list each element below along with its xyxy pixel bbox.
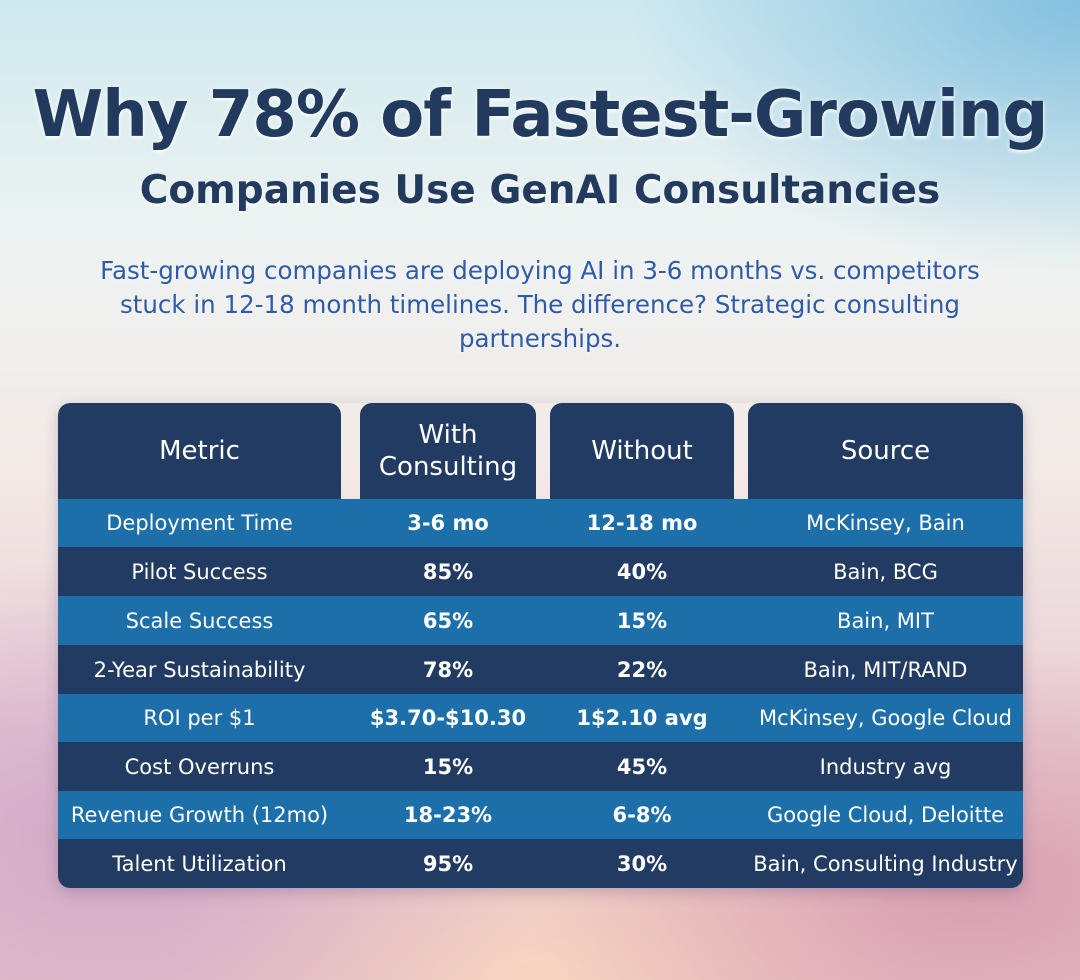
without-cell: 1$2.10 avg: [576, 706, 708, 730]
comparison-table: Metric With Consulting Without Source De…: [58, 403, 1023, 888]
header-with-consulting: With Consulting: [360, 403, 536, 499]
metric-cell: ROI per $1: [143, 706, 256, 730]
metric-cell: Scale Success: [125, 608, 274, 633]
source-cell: Bain, MIT: [837, 608, 934, 633]
without-cell: 6-8%: [612, 803, 672, 827]
table-row: ROI per $1 $3.70-$10.30 1$2.10 avg McKin…: [58, 694, 1023, 742]
table-row: Pilot Success 85% 40% Bain, BCG: [58, 547, 1023, 596]
source-cell: Bain, BCG: [833, 559, 938, 584]
table-row: Scale Success 65% 15% Bain, MIT: [58, 596, 1023, 645]
table-row: Cost Overruns 15% 45% Industry avg: [58, 742, 1023, 791]
header-source: Source: [748, 403, 1023, 499]
table-row: Talent Utilization 95% 30% Bain, Consult…: [58, 839, 1023, 888]
without-cell: 45%: [616, 754, 668, 779]
with-consulting-cell: 15%: [422, 754, 474, 779]
without-cell: 22%: [616, 657, 668, 682]
with-consulting-cell: 78%: [422, 657, 474, 682]
source-cell: McKinsey, Bain: [806, 511, 965, 535]
table-row: Deployment Time 3-6 mo 12-18 mo McKinsey…: [58, 499, 1023, 547]
with-consulting-cell: 3-6 mo: [407, 511, 489, 535]
subtitle: Fast-growing companies are deploying AI …: [100, 256, 980, 353]
without-cell: 40%: [616, 559, 668, 584]
metric-cell: Talent Utilization: [112, 851, 287, 876]
page-title-line2: Companies Use GenAI Consultancies: [139, 168, 941, 213]
with-consulting-cell: $3.70-$10.30: [369, 706, 527, 730]
without-cell: 15%: [616, 608, 668, 633]
metric-cell: Revenue Growth (12mo): [70, 803, 329, 827]
metric-cell: Pilot Success: [131, 559, 268, 584]
with-consulting-cell: 65%: [422, 608, 474, 633]
with-consulting-cell: 85%: [422, 559, 474, 584]
with-consulting-cell: 95%: [422, 851, 474, 876]
metric-cell: 2-Year Sustainability: [93, 657, 306, 682]
page-title: Why 78% of Fastest-Growing: [32, 78, 1049, 152]
without-cell: 30%: [616, 851, 668, 876]
source-cell: Google Cloud, Deloitte: [766, 803, 1005, 827]
metric-cell: Cost Overruns: [124, 754, 275, 779]
source-cell: McKinsey, Google Cloud: [759, 706, 1012, 730]
without-cell: 12-18 mo: [586, 511, 698, 535]
with-consulting-cell: 18-23%: [403, 803, 493, 827]
source-cell: Bain, MIT/RAND: [803, 657, 968, 682]
source-cell: Industry avg: [819, 754, 952, 779]
source-cell: Bain, Consulting Industry: [753, 851, 1018, 876]
header-metric: Metric: [58, 403, 341, 499]
table-row: 2-Year Sustainability 78% 22% Bain, MIT/…: [58, 645, 1023, 694]
table-row: Revenue Growth (12mo) 18-23% 6-8% Google…: [58, 791, 1023, 839]
header-without: Without: [550, 403, 734, 499]
metric-cell: Deployment Time: [106, 511, 293, 535]
